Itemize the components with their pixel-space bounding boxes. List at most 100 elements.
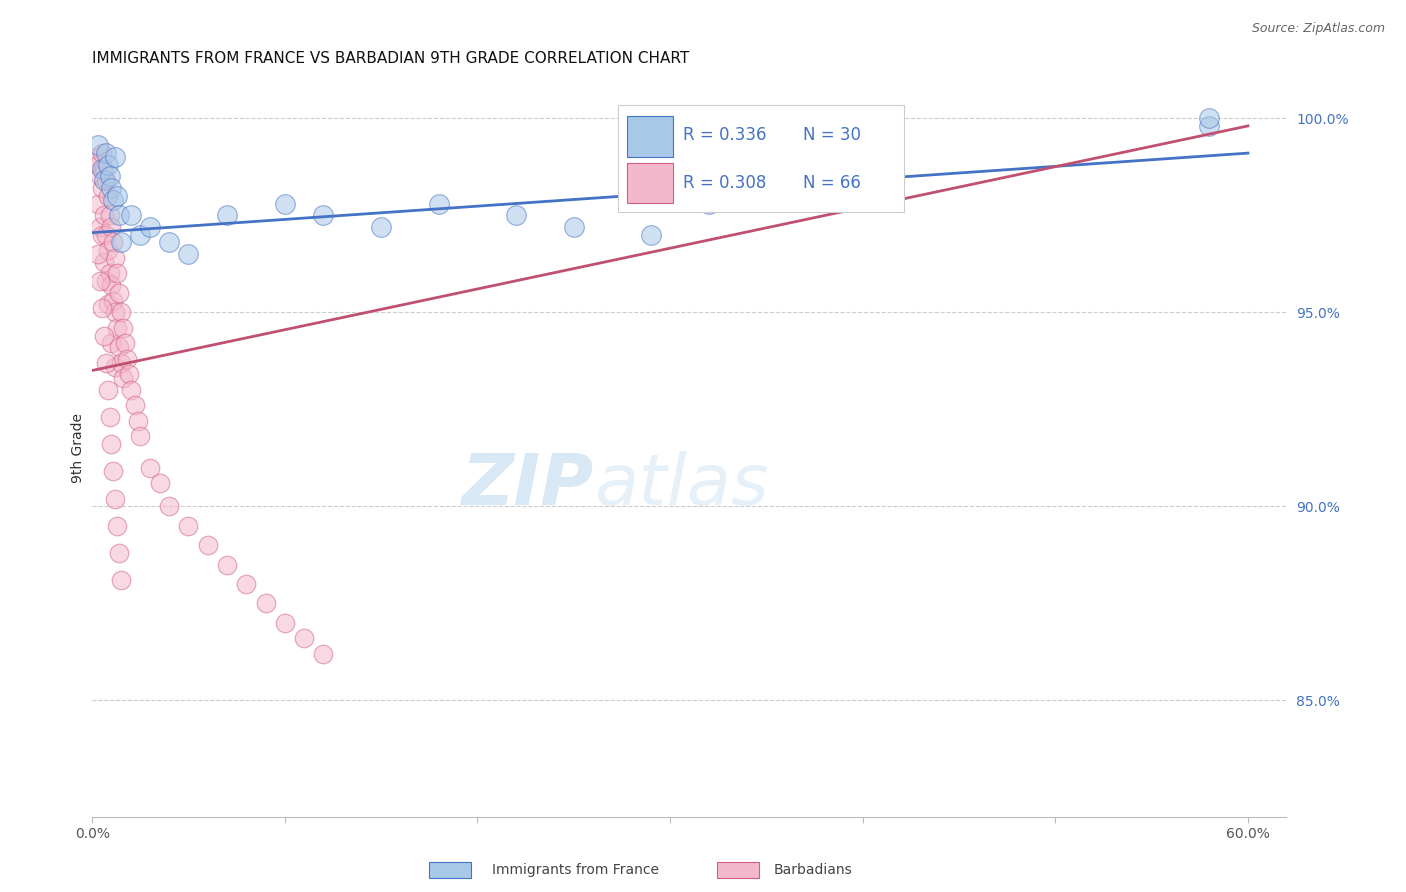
Text: N = 66: N = 66 (803, 174, 860, 192)
Point (157, 235, 180, 250)
Point (100, 437, 122, 451)
Point (104, 305, 127, 319)
Point (129, 429, 152, 443)
FancyBboxPatch shape (617, 105, 904, 212)
Point (108, 546, 131, 560)
Point (110, 356, 132, 370)
Point (139, 460, 162, 475)
Point (562, 219, 585, 234)
Point (120, 383, 142, 397)
Point (370, 219, 392, 234)
Point (105, 320, 128, 334)
Point (104, 359, 127, 374)
Point (90, 161, 112, 176)
Point (97, 189, 120, 203)
Point (94, 356, 117, 370)
Text: IMMIGRANTS FROM FRANCE VS BARBADIAN 9TH GRADE CORRELATION CHART: IMMIGRANTS FROM FRANCE VS BARBADIAN 9TH … (93, 51, 689, 66)
Point (97, 158, 120, 172)
Point (100, 336, 122, 351)
Point (110, 305, 132, 319)
Point (87, 247, 110, 261)
Point (274, 615, 297, 630)
Point (108, 285, 131, 300)
Point (108, 340, 131, 354)
Point (103, 293, 125, 308)
Point (104, 491, 127, 506)
Point (254, 596, 277, 610)
Point (103, 193, 125, 207)
FancyBboxPatch shape (627, 162, 672, 203)
Point (103, 464, 125, 478)
Point (505, 208, 527, 222)
Text: N = 30: N = 30 (803, 127, 860, 145)
Point (97, 383, 120, 397)
Text: R = 0.336: R = 0.336 (683, 127, 766, 145)
Point (118, 368, 141, 382)
Point (114, 336, 136, 351)
Point (89, 219, 111, 234)
Point (215, 558, 238, 572)
Point (640, 227, 662, 242)
Point (108, 208, 131, 222)
Point (104, 251, 127, 265)
Point (90, 227, 112, 242)
Point (94, 274, 117, 288)
Text: ZIP: ZIP (461, 450, 593, 519)
Text: Barbadians: Barbadians (773, 863, 852, 877)
Point (139, 219, 162, 234)
Point (97, 297, 120, 311)
Point (100, 219, 122, 234)
Point (90, 181, 112, 195)
Point (697, 196, 720, 211)
Point (177, 247, 200, 261)
Point (93, 161, 115, 176)
Point (157, 500, 180, 514)
Point (111, 371, 134, 385)
Point (292, 632, 315, 646)
Point (129, 227, 152, 242)
Point (274, 196, 297, 211)
Point (105, 518, 128, 533)
Point (97, 243, 120, 257)
Point (1198, 119, 1220, 133)
Point (104, 150, 127, 164)
Point (177, 518, 200, 533)
Point (84, 150, 107, 164)
Point (87, 138, 110, 153)
Point (98, 169, 121, 184)
Y-axis label: 9th Grade: 9th Grade (72, 413, 86, 483)
Point (115, 351, 138, 366)
Point (110, 573, 132, 587)
Point (111, 320, 134, 334)
Point (94, 227, 117, 242)
Point (94, 146, 117, 161)
Point (100, 278, 122, 293)
Point (93, 173, 115, 187)
Point (110, 235, 132, 250)
Point (127, 414, 149, 428)
Point (98, 208, 121, 222)
Point (105, 189, 128, 203)
Text: Immigrants from France: Immigrants from France (492, 863, 659, 877)
Point (852, 169, 875, 184)
Point (93, 328, 115, 343)
Point (90, 146, 112, 161)
Point (94, 173, 117, 187)
Point (103, 235, 125, 250)
FancyBboxPatch shape (627, 116, 672, 157)
Point (312, 208, 335, 222)
Text: Source: ZipAtlas.com: Source: ZipAtlas.com (1251, 22, 1385, 36)
Point (98, 410, 121, 425)
Point (124, 399, 146, 413)
Point (755, 189, 778, 203)
Point (120, 208, 142, 222)
Point (89, 169, 111, 184)
Point (100, 181, 122, 195)
Point (105, 267, 128, 281)
Point (215, 208, 238, 222)
Point (98, 267, 121, 281)
Point (89, 274, 111, 288)
Point (149, 476, 172, 491)
Text: R = 0.308: R = 0.308 (683, 174, 766, 192)
Point (87, 196, 110, 211)
